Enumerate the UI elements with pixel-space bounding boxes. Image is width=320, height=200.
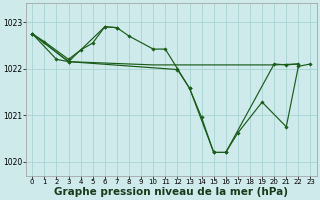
X-axis label: Graphe pression niveau de la mer (hPa): Graphe pression niveau de la mer (hPa) <box>54 187 288 197</box>
